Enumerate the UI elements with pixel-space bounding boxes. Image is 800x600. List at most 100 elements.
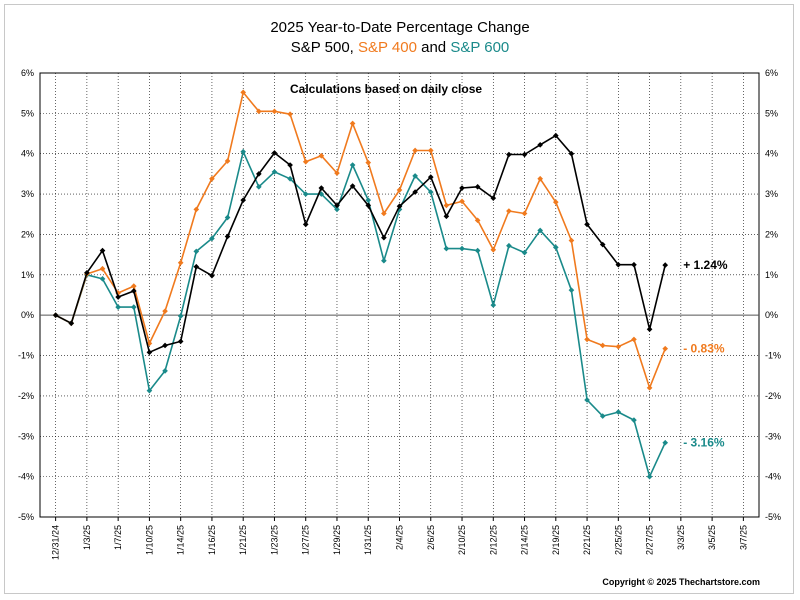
x-tick-label: 2/4/25	[395, 525, 405, 550]
data-point	[240, 89, 247, 96]
data-point	[568, 237, 575, 244]
data-point	[474, 247, 481, 254]
data-point	[521, 210, 528, 217]
data-point	[115, 294, 121, 300]
data-point	[287, 175, 293, 182]
y-tick-label-right: -3%	[765, 431, 781, 441]
data-point	[209, 235, 215, 242]
data-point	[240, 148, 247, 155]
subtitle-and: and	[416, 39, 451, 56]
data-point	[568, 287, 575, 293]
y-tick-label-right: -1%	[765, 351, 781, 361]
y-tick-label-right: 4%	[765, 149, 778, 159]
x-tick-label: 1/23/25	[269, 525, 279, 555]
data-point	[521, 151, 528, 158]
data-point	[255, 183, 262, 190]
data-point	[334, 202, 340, 209]
data-point	[302, 191, 309, 197]
data-point	[99, 276, 106, 282]
y-tick-label-left: -1%	[18, 351, 34, 361]
y-tick-label-left: 5%	[21, 108, 34, 118]
chart-subtitle: S&P 500, S&P 400 and S&P 600	[0, 38, 800, 58]
data-point	[302, 158, 309, 165]
x-tick-label: 2/21/25	[582, 525, 592, 555]
series-line-s-p-400	[55, 91, 666, 389]
data-point	[662, 345, 669, 352]
data-point	[599, 241, 606, 248]
data-point	[177, 313, 184, 319]
data-point	[584, 221, 590, 228]
subtitle-sp400: S&P 400	[358, 39, 417, 56]
data-point	[537, 227, 544, 234]
x-tick-label: 1/31/25	[363, 525, 373, 555]
data-point	[599, 413, 606, 419]
data-point	[130, 283, 137, 289]
data-point	[271, 150, 278, 156]
data-point	[287, 162, 293, 168]
y-tick-label-left: -2%	[18, 391, 34, 401]
data-point	[662, 262, 669, 268]
data-point	[381, 257, 387, 264]
subtitle-sp500: S&P 500,	[290, 39, 358, 56]
data-point	[84, 269, 90, 276]
data-point	[381, 234, 387, 241]
data-point	[162, 342, 168, 349]
data-point	[334, 206, 340, 213]
data-point	[365, 159, 372, 166]
data-point	[99, 247, 106, 254]
x-tick-label: 3/5/25	[707, 525, 717, 550]
data-point	[427, 174, 434, 180]
data-point	[99, 265, 106, 272]
data-point	[459, 198, 465, 205]
data-point	[474, 183, 481, 190]
data-point	[349, 183, 356, 189]
x-tick-label: 1/10/25	[144, 525, 154, 555]
data-point	[349, 120, 356, 127]
x-tick-label: 2/6/25	[426, 525, 436, 550]
data-point	[209, 272, 215, 279]
data-point	[381, 210, 387, 217]
data-point	[209, 175, 215, 182]
x-tick-label: 1/14/25	[176, 525, 186, 555]
data-point	[615, 409, 622, 415]
chart-title: 2025 Year-to-Date Percentage Change	[270, 19, 530, 36]
data-point	[177, 338, 184, 345]
data-point	[349, 162, 356, 168]
x-tick-label: 2/12/25	[488, 525, 498, 555]
data-point	[506, 242, 512, 249]
data-point	[615, 343, 622, 350]
x-tick-label: 2/27/25	[645, 525, 655, 555]
data-point	[224, 158, 231, 164]
data-point	[521, 249, 528, 256]
data-point	[365, 202, 372, 209]
series-line-s-p-600	[55, 150, 666, 478]
end-label-s-p-400: - 0.83%	[683, 342, 725, 356]
data-point	[193, 263, 200, 270]
data-point	[396, 203, 403, 210]
y-tick-label-left: 0%	[21, 310, 34, 320]
data-point	[552, 199, 559, 205]
data-point	[240, 197, 247, 203]
data-point	[193, 206, 200, 213]
x-tick-label: 1/21/25	[238, 525, 248, 555]
y-tick-label-left: 2%	[21, 229, 34, 239]
data-point	[537, 175, 544, 182]
data-point	[646, 473, 653, 480]
y-tick-label-left: 3%	[21, 189, 34, 199]
x-tick-label: 1/7/25	[113, 525, 123, 550]
series-line-s-p-500	[55, 134, 666, 354]
y-tick-label-right: -4%	[765, 472, 781, 482]
x-tick-label: 3/3/25	[676, 525, 686, 550]
data-point	[318, 152, 325, 159]
data-point	[177, 259, 184, 266]
data-point	[412, 173, 418, 179]
data-point	[443, 202, 450, 209]
data-point	[615, 261, 622, 268]
y-tick-label-right: 0%	[765, 310, 778, 320]
data-point	[631, 336, 637, 343]
data-point	[459, 185, 465, 191]
data-point	[271, 108, 278, 115]
data-point	[255, 108, 262, 115]
data-point	[459, 245, 465, 252]
